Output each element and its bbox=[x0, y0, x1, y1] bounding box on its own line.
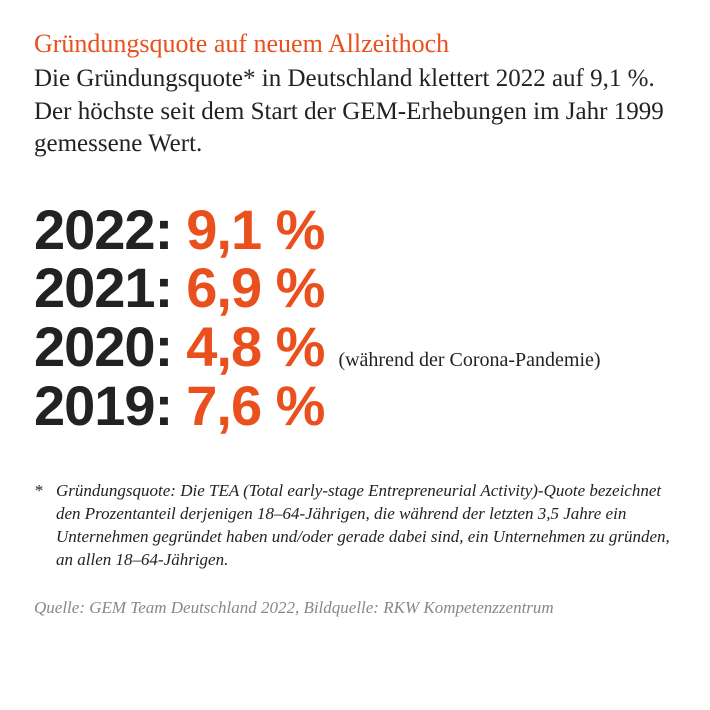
page-subtitle: Die Gründungsquote* in Deutschland klett… bbox=[34, 63, 676, 161]
stat-year: 2022: bbox=[34, 201, 172, 260]
stat-note: (während der Corona-Pandemie) bbox=[338, 350, 600, 371]
footnote-marker: * bbox=[34, 480, 56, 572]
stat-value: 7,6 % bbox=[186, 377, 324, 436]
infographic-page: Gründungsquote auf neuem Allzeithoch Die… bbox=[0, 0, 710, 710]
stat-value: 4,8 % bbox=[186, 318, 324, 377]
footnote: * Gründungsquote: Die TEA (Total early-s… bbox=[34, 480, 676, 572]
source-line: Quelle: GEM Team Deutschland 2022, Bildq… bbox=[34, 598, 676, 618]
stat-row: 2022: 9,1 % bbox=[34, 201, 676, 260]
stat-value: 6,9 % bbox=[186, 259, 324, 318]
footnote-text: Gründungsquote: Die TEA (Total early-sta… bbox=[56, 480, 676, 572]
stat-row: 2020: 4,8 % (während der Corona-Pandemie… bbox=[34, 318, 676, 377]
stats-list: 2022: 9,1 % 2021: 6,9 % 2020: 4,8 % (wäh… bbox=[34, 201, 676, 436]
stat-year: 2020: bbox=[34, 318, 172, 377]
stat-year: 2021: bbox=[34, 259, 172, 318]
stat-row: 2019: 7,6 % bbox=[34, 377, 676, 436]
page-title: Gründungsquote auf neuem Allzeithoch bbox=[34, 28, 676, 59]
stat-row: 2021: 6,9 % bbox=[34, 259, 676, 318]
stat-year: 2019: bbox=[34, 377, 172, 436]
stat-value: 9,1 % bbox=[186, 201, 324, 260]
